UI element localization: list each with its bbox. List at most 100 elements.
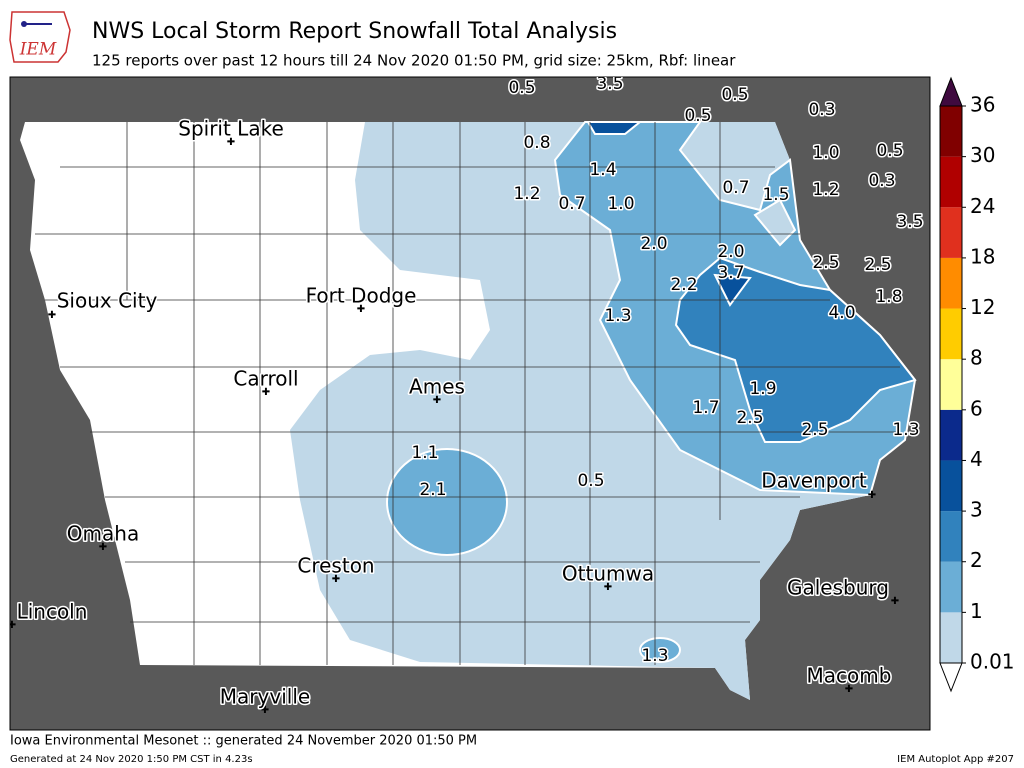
city-marker: ✚ <box>604 582 612 593</box>
cities: ✚Spirit Lake✚Sioux City ✚Fort Dodge✚Carro… <box>8 115 899 716</box>
contour-1-2d <box>639 637 681 663</box>
report-value: 1.3 <box>892 420 919 440</box>
colorbar-bin <box>940 511 962 562</box>
colorbar-tick-label: 36 <box>970 93 995 117</box>
city-marker: ✚ <box>48 310 56 321</box>
report-value: 2.5 <box>864 255 891 275</box>
colorbar-over <box>939 76 963 107</box>
report-value: 1.3 <box>604 306 631 326</box>
reports: 0.5 3.5 0.5 0.5 0.3 0.8 1.4 1.0 0.5 0.3 1.2 0.7 1.0 0… <box>410 74 925 668</box>
logo-text: IEM <box>19 40 57 60</box>
report-value: 0.8 <box>523 133 550 153</box>
city-label: Omaha <box>67 522 139 546</box>
report-value: 2.2 <box>670 275 697 295</box>
colorbar-bin <box>940 106 962 157</box>
report-value: 0.3 <box>808 100 835 120</box>
report-value: 0.5 <box>721 85 748 105</box>
report-value: 0.7 <box>722 178 749 198</box>
report-value: 0.5 <box>577 471 604 491</box>
city-label: Creston <box>297 554 374 578</box>
colorbar-tick-label: 1 <box>970 599 983 623</box>
title: NWS Local Storm Report Snowfall Total An… <box>92 19 617 44</box>
city-marker: ✚ <box>261 705 269 716</box>
report-value: 1.2 <box>513 184 540 204</box>
report-value: 2.5 <box>812 253 839 273</box>
report-value: 3.5 <box>896 212 923 232</box>
contour-3-4b <box>586 121 643 135</box>
report-value: 1.9 <box>749 379 776 399</box>
colorbar-tick-label: 30 <box>970 143 995 167</box>
city-label: Sioux City <box>57 289 158 313</box>
report-value: 0.5 <box>508 78 535 98</box>
city-label: Lincoln <box>17 600 88 624</box>
city-marker: ✚ <box>227 137 235 148</box>
colorbar-tick-label: 18 <box>970 244 995 268</box>
report-value: 1.3 <box>641 646 668 666</box>
report-value: 1.0 <box>607 194 634 214</box>
colorbar-bin <box>940 561 962 613</box>
report-value: 0.3 <box>868 171 895 191</box>
city-label: Ames <box>409 375 465 399</box>
county-lines <box>35 122 900 665</box>
report-value: 1.8 <box>875 287 902 307</box>
city-marker: ✚ <box>262 387 270 398</box>
report-value: 0.5 <box>876 141 903 161</box>
colorbar-under <box>939 662 963 693</box>
map: 0.5 3.5 0.5 0.5 0.3 0.8 1.4 1.0 0.5 0.3 1.2 0.7 1.0 0… <box>8 74 931 731</box>
colorbar-bin <box>940 156 962 208</box>
colorbar-bin <box>940 257 962 309</box>
colorbar-tick-label: 6 <box>970 396 983 420</box>
report-value: 1.1 <box>411 443 438 463</box>
colorbar-bin <box>940 460 962 512</box>
city-marker: ✚ <box>332 574 340 585</box>
footer-right: IEM Autoplot App #207 <box>897 754 1014 765</box>
colorbar-tick-label: 3 <box>970 498 983 522</box>
colorbar-bin <box>940 612 962 663</box>
report-value: 2.1 <box>419 480 446 500</box>
city-label: Spirit Lake <box>178 117 284 141</box>
colorbar-bin <box>940 409 962 461</box>
city-marker: ✚ <box>8 620 16 631</box>
logo: IEM <box>9 11 71 63</box>
city-marker: ✚ <box>433 395 441 406</box>
contour-1-2c <box>386 448 508 556</box>
report-value: 1.2 <box>812 180 839 200</box>
report-value: 3.7 <box>717 263 744 283</box>
colorbar-tick-label: 2 <box>970 548 983 572</box>
city-label: Macomb <box>807 664 892 688</box>
footer-generated: Generated at 24 Nov 2020 1:50 PM CST in … <box>10 754 253 765</box>
colorbar-tick-label: 24 <box>970 194 995 218</box>
report-value: 4.0 <box>828 303 855 323</box>
report-value: 1.4 <box>589 160 616 180</box>
report-value: 1.7 <box>692 398 719 418</box>
colorbar-bin <box>940 207 962 258</box>
city-label: Carroll <box>233 367 298 391</box>
colorbar-tick-label: 0.01 <box>970 650 1015 674</box>
report-value: 2.0 <box>640 234 667 254</box>
report-value: 0.5 <box>684 106 711 126</box>
report-value: 1.0 <box>812 143 839 163</box>
city-label: Davenport <box>761 469 867 493</box>
colorbar-tick-label: 8 <box>970 346 983 370</box>
colorbar-bin <box>940 359 962 410</box>
report-value: 1.5 <box>762 185 789 205</box>
colorbar-tick-label: 12 <box>970 295 995 319</box>
city-marker: ✚ <box>891 596 899 607</box>
city-marker: ✚ <box>99 542 107 553</box>
contour-3-4 <box>713 273 752 307</box>
city-label: Galesburg <box>787 576 889 600</box>
city-label: Maryville <box>220 685 310 709</box>
report-value: 2.0 <box>717 242 744 262</box>
city-marker: ✚ <box>868 490 876 501</box>
colorbar-frame <box>939 105 963 664</box>
city-label: Fort Dodge <box>306 284 417 308</box>
city-label: Ottumwa <box>562 562 654 586</box>
report-value: 2.5 <box>736 408 763 428</box>
subtitle: 125 reports over past 12 hours till 24 N… <box>92 52 736 70</box>
colorbar-tick-label: 4 <box>970 447 983 471</box>
report-value: 3.5 <box>596 74 623 94</box>
report-value: 2.5 <box>801 420 828 440</box>
city-marker: ✚ <box>357 304 365 315</box>
